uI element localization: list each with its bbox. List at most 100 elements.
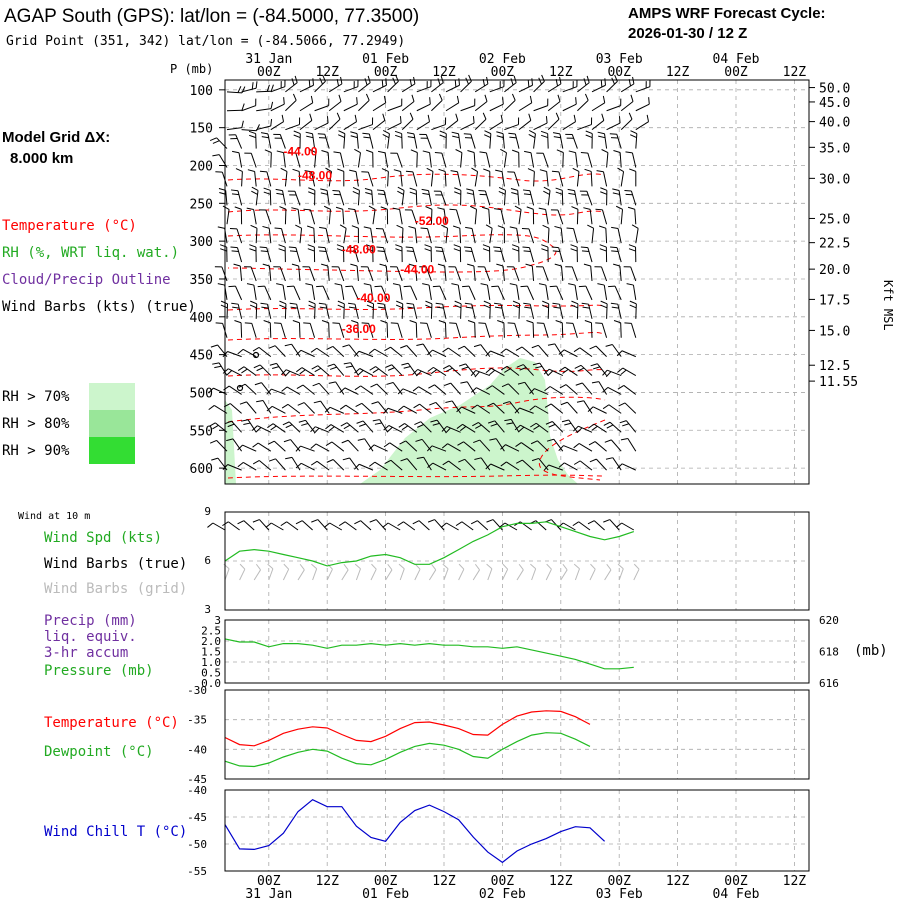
wind-barb bbox=[512, 300, 521, 319]
wind-barb bbox=[456, 423, 476, 433]
barb-shaft bbox=[368, 133, 374, 149]
barb-feather bbox=[311, 365, 319, 370]
barb-feather bbox=[600, 191, 607, 195]
wind-barb bbox=[229, 228, 243, 244]
barb-feather bbox=[465, 250, 473, 252]
barb-feather bbox=[208, 387, 214, 394]
barb-feather bbox=[284, 370, 291, 377]
barb-feather bbox=[306, 135, 314, 139]
barb-shaft bbox=[533, 122, 548, 131]
wind-barb bbox=[579, 190, 593, 206]
barb-shaft bbox=[550, 403, 564, 414]
wind-barb bbox=[394, 130, 403, 149]
barb-feather bbox=[337, 168, 344, 172]
wind-barb bbox=[226, 438, 243, 452]
barb-shaft bbox=[606, 152, 609, 168]
barb-shaft bbox=[609, 421, 622, 433]
wind-barb bbox=[237, 444, 257, 452]
barb-shaft bbox=[630, 323, 637, 338]
wind-barb bbox=[372, 95, 387, 112]
barb-feather bbox=[546, 563, 552, 570]
barb-feather bbox=[486, 385, 493, 390]
barb-shaft bbox=[604, 569, 612, 581]
barb-feather bbox=[353, 463, 360, 470]
barb-feather bbox=[525, 263, 533, 267]
barb-feather bbox=[618, 116, 621, 124]
wind-barb bbox=[538, 207, 549, 225]
wind-barb bbox=[323, 205, 332, 225]
barb-shaft bbox=[529, 304, 535, 319]
barb-shaft bbox=[473, 152, 476, 168]
barb-feather bbox=[285, 424, 293, 429]
barb-shaft bbox=[520, 424, 534, 433]
barb-feather bbox=[335, 206, 343, 210]
barb-feather bbox=[310, 443, 317, 449]
barb-shaft bbox=[489, 303, 491, 319]
barb-feather bbox=[372, 419, 380, 422]
barb-shaft bbox=[548, 368, 564, 376]
barb-feather bbox=[294, 75, 298, 83]
barb-feather bbox=[648, 97, 650, 105]
barb-shaft bbox=[439, 285, 447, 301]
wind-barb bbox=[577, 117, 593, 131]
bottom-date-label: 04 Feb bbox=[713, 887, 760, 900]
barb-feather bbox=[558, 366, 566, 372]
barb-shaft bbox=[273, 440, 286, 452]
barb-shaft bbox=[523, 364, 534, 376]
barb-feather bbox=[364, 78, 368, 86]
pressure-tick-label: 600 bbox=[190, 462, 213, 477]
barb-shaft bbox=[518, 120, 532, 131]
barb-feather bbox=[566, 227, 574, 230]
wind-barb bbox=[560, 401, 578, 414]
wind-barb bbox=[445, 400, 462, 414]
barb-feather bbox=[528, 113, 532, 121]
wind-barb bbox=[547, 94, 561, 112]
barb-shaft bbox=[392, 382, 403, 395]
barb-feather bbox=[442, 460, 449, 466]
barb-shaft bbox=[241, 129, 257, 132]
barb-shaft bbox=[243, 366, 257, 376]
barb-shaft bbox=[612, 457, 622, 471]
wind-barb bbox=[350, 263, 359, 282]
barb-shaft bbox=[269, 190, 272, 206]
barb-feather bbox=[547, 370, 554, 377]
barb-feather bbox=[237, 86, 242, 93]
wind-barb-true bbox=[369, 519, 386, 531]
barb-shaft bbox=[576, 209, 579, 225]
wind-barb bbox=[556, 149, 564, 168]
barb-feather bbox=[250, 224, 258, 229]
barb-shaft bbox=[593, 520, 605, 531]
wind-barb bbox=[266, 405, 286, 414]
barb-shaft bbox=[604, 133, 608, 149]
barb-shaft bbox=[563, 349, 578, 358]
barb-shaft bbox=[562, 152, 564, 168]
barb-feather bbox=[583, 78, 587, 86]
wind-barb bbox=[416, 79, 432, 93]
wind-barb bbox=[528, 129, 536, 149]
barb-shaft bbox=[516, 569, 524, 581]
barb-feather bbox=[227, 423, 235, 428]
barb-feather bbox=[439, 130, 447, 135]
wind-barb-true bbox=[603, 519, 620, 531]
barb-feather bbox=[260, 132, 269, 135]
wind-barb bbox=[526, 319, 535, 338]
barb-feather bbox=[363, 283, 371, 286]
barb-feather bbox=[587, 520, 595, 525]
barb-feather bbox=[233, 263, 241, 267]
wind-barb bbox=[400, 458, 418, 471]
wind-barb bbox=[412, 368, 432, 377]
barb-feather bbox=[515, 442, 522, 447]
barb-feather bbox=[585, 130, 593, 135]
wind-barb bbox=[347, 246, 359, 263]
barb-shaft bbox=[425, 134, 432, 149]
barb-shaft bbox=[413, 133, 418, 149]
barb-feather bbox=[422, 283, 430, 286]
barb-shaft bbox=[462, 423, 476, 433]
barb-shaft bbox=[484, 190, 491, 206]
barb-feather bbox=[369, 461, 376, 467]
barb-feather bbox=[309, 113, 313, 121]
wind-barb bbox=[558, 445, 578, 452]
barb-feather bbox=[604, 78, 606, 86]
wind-barb bbox=[232, 150, 243, 168]
barb-feather bbox=[514, 407, 520, 414]
